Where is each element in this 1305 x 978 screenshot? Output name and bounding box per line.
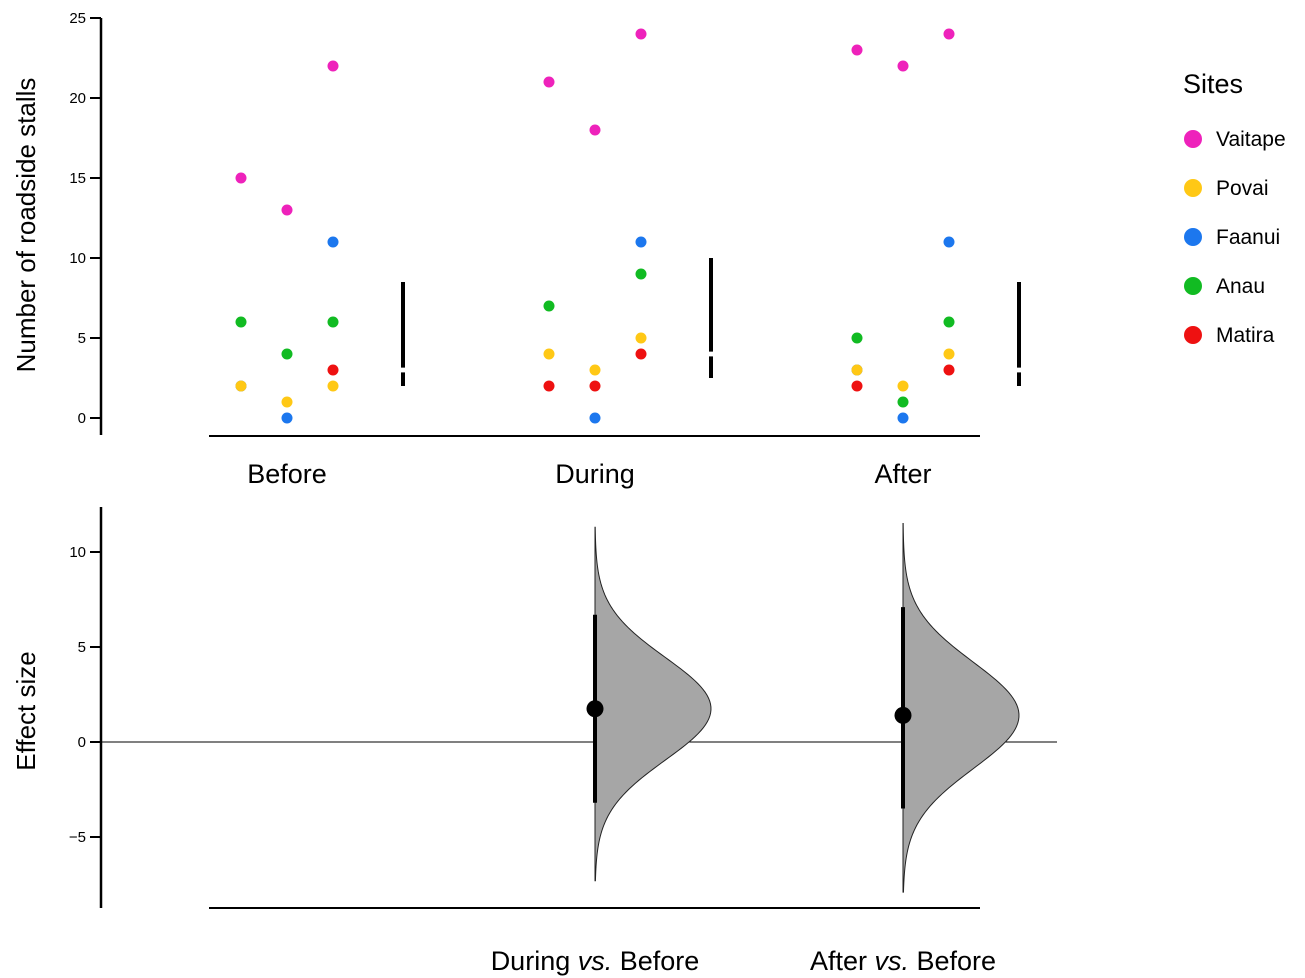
data-point-faanui: [589, 412, 601, 424]
bottom-x-axis: During vs. Before After vs. Before: [209, 907, 996, 976]
legend-marker-vaitape: [1184, 130, 1202, 148]
data-point-anau: [543, 300, 555, 312]
legend-label-anau: Anau: [1216, 275, 1265, 298]
legend-marker-anau: [1184, 277, 1202, 295]
data-point-anau: [327, 316, 339, 328]
legend-label-vaitape: Vaitape: [1216, 128, 1286, 151]
data-point-vaitape: [235, 172, 247, 184]
data-point-povai: [281, 396, 293, 408]
legend-items: Vaitape Povai Faanui Anau Matira: [1184, 128, 1286, 347]
data-point-faanui: [281, 412, 293, 424]
data-point-vaitape: [589, 124, 601, 136]
data-point-vaitape: [327, 60, 339, 72]
data-point-matira: [327, 364, 339, 376]
bottom-y-tick-label: 10: [69, 544, 86, 561]
data-point-vaitape: [851, 44, 863, 56]
data-point-povai: [943, 348, 955, 360]
top-summary-bars: [401, 258, 1021, 386]
data-point-faanui: [897, 412, 909, 424]
top-y-axis-label: Number of roadside stalls: [11, 78, 41, 373]
top-x-tick-label-after: After: [874, 459, 931, 489]
effect-estimate-point: [586, 700, 604, 718]
top-y-tick-label: 25: [69, 10, 86, 27]
legend: Sites Vaitape Povai Faanui Anau Matira: [1183, 69, 1286, 347]
label-part-italic: vs.: [874, 946, 909, 976]
data-point-vaitape: [635, 28, 647, 40]
data-point-anau: [897, 396, 909, 408]
legend-marker-povai: [1184, 179, 1202, 197]
data-point-matira: [543, 380, 555, 392]
bottom-y-tick-label: 5: [78, 639, 86, 656]
effect-distribution: [902, 523, 1020, 893]
legend-label-faanui: Faanui: [1216, 226, 1280, 249]
effect-distribution: [594, 526, 712, 882]
data-point-matira: [943, 364, 955, 376]
data-point-anau: [235, 316, 247, 328]
data-point-matira: [589, 380, 601, 392]
bottom-y-axis-label: Effect size: [11, 651, 41, 770]
bottom-y-tick-label: 0: [78, 734, 86, 751]
data-point-faanui: [635, 236, 647, 248]
label-part-italic: vs.: [578, 946, 613, 976]
top-x-tick-label-during: During: [555, 459, 635, 489]
data-point-povai: [635, 332, 647, 344]
top-y-tick-label: 15: [69, 170, 86, 187]
data-point-anau: [851, 332, 863, 344]
top-x-tick-label-before: Before: [247, 459, 327, 489]
data-point-anau: [281, 348, 293, 360]
data-point-vaitape: [543, 76, 555, 88]
data-point-povai: [543, 348, 555, 360]
legend-marker-faanui: [1184, 228, 1202, 246]
legend-title: Sites: [1183, 69, 1243, 99]
data-point-povai: [327, 380, 339, 392]
top-y-tick-label: 20: [69, 90, 86, 107]
top-data-points: [235, 28, 955, 424]
data-point-anau: [943, 316, 955, 328]
top-y-axis: 0 5 10 15 20 25: [69, 10, 103, 435]
top-panel: 0 5 10 15 20 25 Number of roadside stalls Bef…: [11, 10, 1021, 489]
label-part: Before: [909, 946, 996, 976]
label-part: Before: [612, 946, 699, 976]
legend-label-povai: Povai: [1216, 177, 1269, 200]
label-part: After: [810, 946, 875, 976]
data-point-vaitape: [281, 204, 293, 216]
legend-label-matira: Matira: [1216, 324, 1275, 347]
data-point-faanui: [327, 236, 339, 248]
data-point-anau: [635, 268, 647, 280]
data-point-matira: [851, 380, 863, 392]
data-point-vaitape: [897, 60, 909, 72]
bottom-y-axis: −5 0 5 10: [69, 507, 1057, 908]
bottom-effect-distributions: [586, 523, 1020, 893]
top-x-axis: Before During After: [209, 435, 980, 489]
bottom-y-tick-label: −5: [69, 829, 86, 846]
label-part: During: [491, 946, 578, 976]
data-point-povai: [235, 380, 247, 392]
effect-estimate-point: [894, 706, 912, 724]
top-y-tick-label: 0: [78, 410, 86, 427]
data-point-vaitape: [943, 28, 955, 40]
data-point-povai: [897, 380, 909, 392]
data-point-povai: [851, 364, 863, 376]
data-point-faanui: [943, 236, 955, 248]
legend-marker-matira: [1184, 326, 1202, 344]
bottom-x-tick-label: During vs. Before: [491, 946, 700, 976]
data-point-povai: [589, 364, 601, 376]
top-y-tick-label: 5: [78, 330, 86, 347]
top-y-tick-label: 10: [69, 250, 86, 267]
data-point-matira: [635, 348, 647, 360]
bottom-x-tick-label: After vs. Before: [810, 946, 996, 976]
